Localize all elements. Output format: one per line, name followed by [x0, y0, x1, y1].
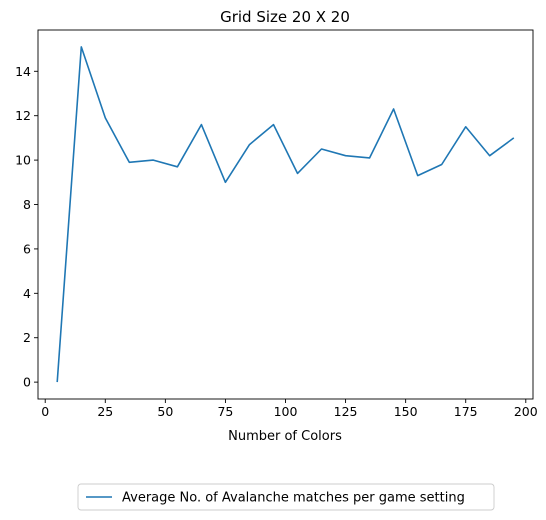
y-tick-label: 6	[23, 241, 31, 256]
legend-label: Average No. of Avalanche matches per gam…	[122, 491, 465, 506]
y-axis: 0 2 4 6 8 10 12 14	[15, 64, 38, 390]
x-axis: 0 25 50 75 100 125 150 175 200	[41, 399, 538, 419]
x-tick-label: 150	[394, 404, 418, 419]
y-tick-label: 0	[23, 375, 31, 390]
series-line	[56, 46, 515, 383]
x-tick-label: 200	[514, 404, 538, 419]
x-tick-label: 25	[97, 404, 113, 419]
y-tick-label: 4	[23, 286, 31, 301]
chart-title: Grid Size 20 X 20	[220, 8, 350, 26]
y-tick-label: 2	[23, 330, 31, 345]
y-tick-label: 8	[23, 197, 31, 212]
x-tick-label: 175	[454, 404, 478, 419]
legend: Average No. of Avalanche matches per gam…	[77, 483, 495, 511]
x-tick-label: 75	[217, 404, 233, 419]
legend-box	[77, 483, 495, 511]
x-tick-label: 100	[274, 404, 298, 419]
y-tick-label: 14	[15, 64, 31, 79]
plot-frame	[37, 29, 534, 400]
y-tick-label: 12	[15, 108, 31, 123]
x-axis-label: Number of Colors	[228, 429, 342, 444]
x-tick-label: 50	[157, 404, 173, 419]
x-tick-label: 125	[334, 404, 358, 419]
x-tick-label: 0	[41, 404, 49, 419]
y-tick-label: 10	[15, 153, 31, 168]
